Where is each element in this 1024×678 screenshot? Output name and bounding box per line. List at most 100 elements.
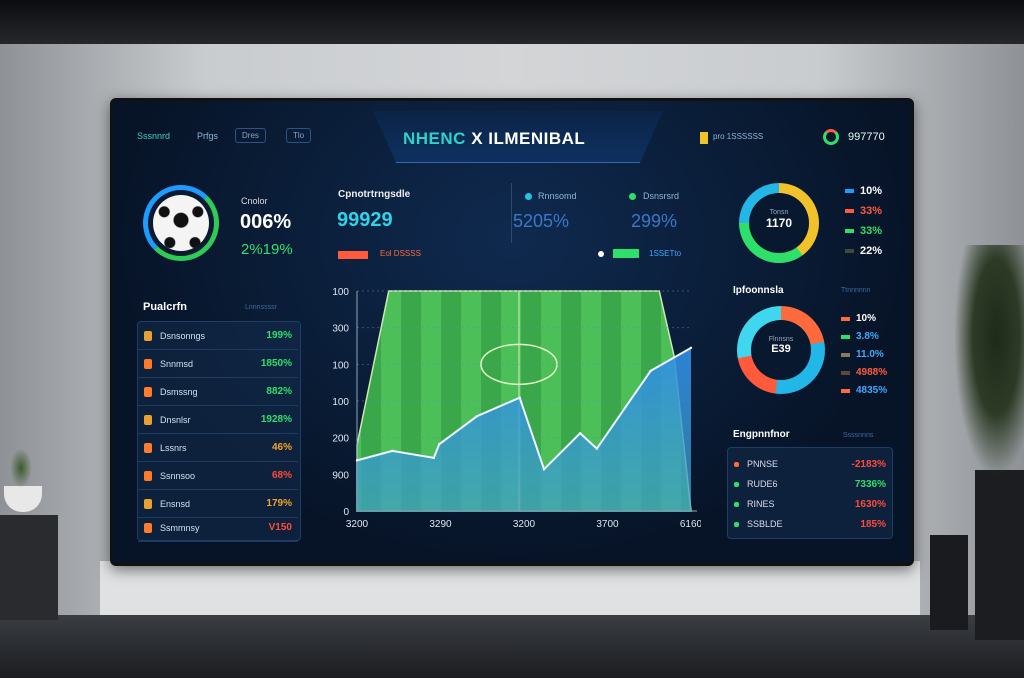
legend-item: 4988% [841, 367, 887, 378]
y-tick-label: 100 [332, 397, 349, 408]
list-item-value: 46% [271, 442, 292, 453]
data-point [595, 447, 599, 450]
data-point [518, 396, 521, 399]
list-item[interactable]: PNNSE -2183% [728, 454, 892, 474]
list-item[interactable]: Ssmmnsy V150 [138, 514, 298, 542]
dot-icon [734, 501, 739, 507]
x-tick-label: 3200 [513, 519, 536, 530]
title-text: X ILMENIBAL [471, 129, 586, 148]
list-item[interactable]: SSBLDE 185% [728, 514, 892, 534]
list-item-value: 1850% [260, 358, 292, 369]
list-item[interactable]: Dsnsonngs 199% [138, 322, 298, 350]
list-item-label: SSBLDE [747, 519, 783, 529]
list-item-value: -2183% [851, 458, 886, 470]
x-tick-label: 3290 [429, 519, 452, 530]
stat-b-label-2: Dsnsrsrd [643, 191, 680, 201]
list-item[interactable]: Snnmsd 1850% [138, 350, 298, 378]
ball-ring [143, 185, 219, 261]
stat-b-value-2: 299% [631, 211, 678, 231]
y-tick-label: 200 [332, 434, 349, 445]
y-tick-label: 0 [343, 507, 349, 518]
list-item-value: 882% [266, 386, 292, 397]
donut-top-label: Tonsn [769, 209, 789, 216]
planter [975, 470, 1024, 640]
list-item[interactable]: Lssnrs 46% [138, 434, 298, 462]
divider [511, 183, 512, 243]
legend-item: 22% [845, 245, 882, 257]
bottom-right-title: Engpnnfnor [733, 429, 790, 440]
chart-icon [144, 498, 152, 509]
header-bar [373, 111, 663, 163]
list-item-label: Ssmmnsy [160, 522, 200, 533]
pedestal [0, 515, 58, 620]
title-accent: NHENC [403, 129, 466, 148]
header-pill-2[interactable]: Tlo [286, 128, 312, 143]
y-tick-label: 900 [332, 470, 349, 481]
area-chart: 0 900 200 100 100 300 100 3200 3290 3200 3700 6160 [332, 287, 701, 530]
donut-top-value: 1170 [765, 216, 793, 230]
list-item-value: 1928% [260, 414, 292, 425]
list-item[interactable]: RUDE6 7336% [728, 474, 892, 494]
header-right-value: 997770 [848, 131, 885, 143]
list-item-label: Ssnnsoo [160, 470, 196, 481]
header-right-info: pro 1SSSSSS [713, 132, 764, 141]
list-item-label: Snnmsd [160, 358, 194, 369]
data-point [432, 456, 436, 460]
stat-change: 2%19% [241, 241, 293, 258]
list-item-value: V150 [268, 522, 292, 533]
donut-mid-title: Ipfoonnsla [733, 285, 784, 296]
legend-item: 10% [841, 313, 876, 324]
plant-pot [4, 486, 42, 512]
bottom-right-subtitle: Ssssnnns [843, 432, 874, 439]
legend-item: 33% [845, 225, 882, 237]
stat-value: 006% [240, 211, 292, 233]
trophy-icon [144, 442, 152, 453]
nav-link[interactable]: Prfgs [197, 131, 219, 141]
list-item-label: Ensnsd [160, 498, 191, 509]
list-item-value: 7336% [854, 478, 886, 490]
list-item-value: 199% [266, 330, 292, 341]
list-item-label: Dsnsonngs [160, 330, 206, 341]
donut-mid-label: Flnnsns [768, 336, 794, 343]
battery-icon [700, 132, 708, 144]
display-base [100, 560, 920, 620]
donut-mid-value: E39 [771, 343, 791, 355]
list-item[interactable]: Ensnsd 179% [138, 490, 298, 518]
header-pill-1[interactable]: Dres [235, 128, 266, 143]
list-item[interactable]: Dsmssng 882% [138, 378, 298, 406]
stat-b-bar-label: 1SSETto [649, 249, 682, 258]
grid-icon [144, 414, 152, 425]
data-point [355, 459, 359, 462]
legend-item: 3.8% [841, 331, 879, 342]
data-point [391, 449, 394, 453]
x-tick-label: 3200 [346, 519, 369, 530]
bottom-right-panel: PNNSE -2183% RUDE6 7336% RINES 1630% SSBLDE 185… [727, 447, 893, 539]
x-tick-label: 6160 [680, 519, 701, 530]
list-title: Pualcrfn [143, 301, 188, 313]
status-icon [823, 129, 839, 145]
list-item-label: RINES [747, 499, 775, 509]
lock-icon [144, 522, 152, 533]
list-item[interactable]: RINES 1630% [728, 494, 892, 514]
list-subtitle: Lnnnssssr [245, 304, 277, 311]
list-item[interactable]: Dnsnlsr 1928% [138, 406, 298, 434]
list-item-label: Dsmssng [160, 386, 198, 397]
data-point [689, 346, 693, 350]
dot-icon [598, 251, 604, 257]
legend-item: 10% [845, 185, 882, 197]
y-tick-label: 300 [332, 324, 349, 335]
list-item-value: 68% [271, 470, 292, 481]
list-item[interactable]: Ssnnsoo 68% [138, 462, 298, 490]
list-panel: Dsnsonngs 199% Snnmsd 1850% Dsmssng 882% Dnsnl… [137, 321, 301, 542]
dot-icon [629, 193, 636, 200]
stat-b-value-1: 5205% [513, 211, 570, 231]
floor [0, 615, 1024, 678]
area-fill [357, 347, 691, 511]
dot-icon [525, 193, 532, 200]
list-item-value: 1630% [854, 498, 886, 510]
data-point [476, 414, 479, 418]
donut-mid: Flnnsns E39 [737, 306, 825, 394]
speaker [930, 535, 968, 630]
list-item-value: 179% [266, 498, 292, 509]
legend-item: 11.0% [841, 349, 884, 360]
